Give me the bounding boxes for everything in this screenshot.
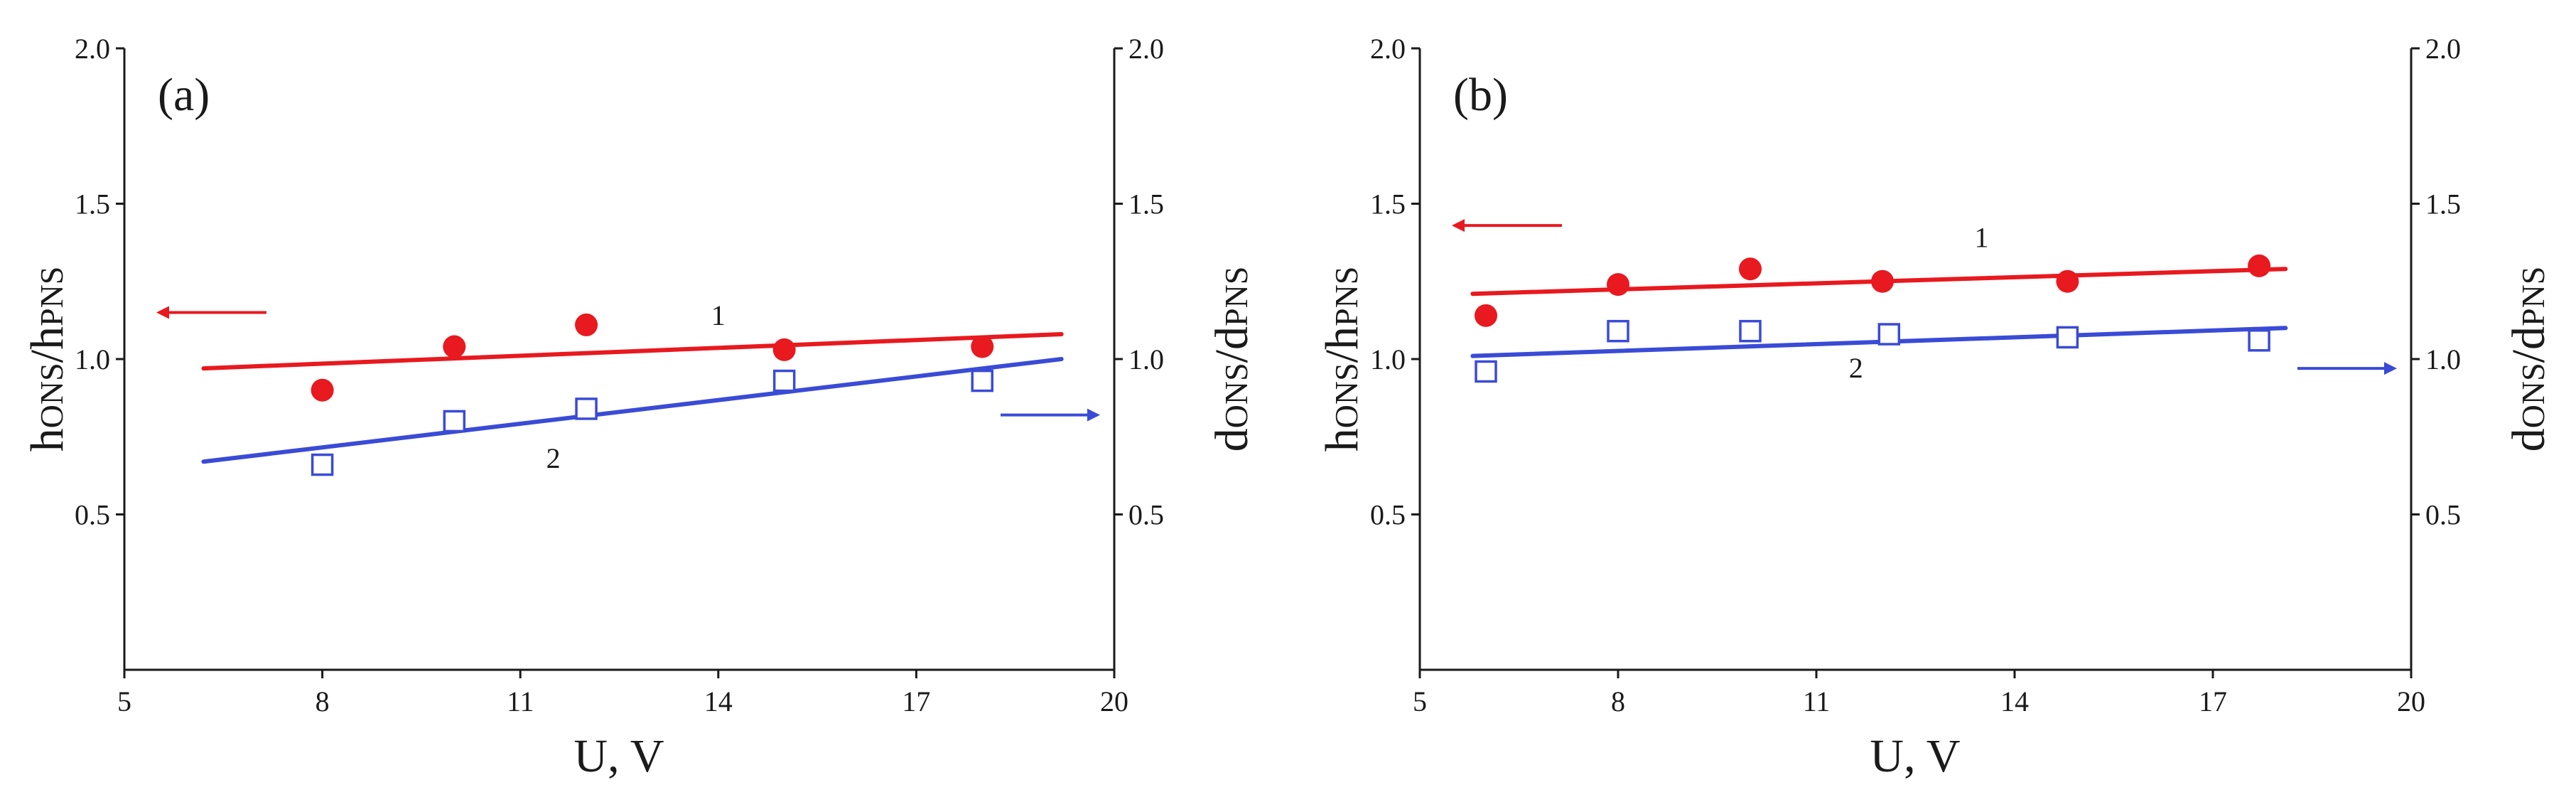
fit-lines (201, 332, 1064, 464)
left-y-axis-title: hONS/hPNS (21, 267, 73, 452)
x-tick-label: 17 (902, 685, 930, 717)
curve-label-2: 2 (546, 442, 561, 474)
right-y-tick-label: 1.5 (1128, 188, 1164, 220)
point-series-2 (575, 397, 598, 420)
arrow-head-right (2384, 362, 2397, 375)
panel-b: (b) U, V hONS/hPNS dONS/dPNS 5 8 11 14 17 20 … (1316, 33, 2555, 782)
right-y-tick-label: 0.5 (2425, 499, 2461, 531)
point-series-2 (311, 453, 334, 476)
x-tick-label: 8 (1611, 685, 1625, 717)
x-tick-label: 11 (1803, 685, 1831, 717)
point-series-1 (1871, 269, 1894, 293)
point-series-2 (2248, 329, 2270, 352)
left-y-tick-label: 1.0 (75, 343, 110, 375)
curve-label-1: 1 (711, 299, 726, 331)
left-y-tick-label: 0.5 (1370, 499, 1406, 531)
x-tick-label: 20 (2397, 685, 2425, 717)
point-series-1 (971, 335, 994, 358)
right-y-tick-label: 1.0 (1128, 343, 1164, 375)
point-series-2 (1607, 319, 1629, 343)
arrow-head-left (156, 306, 169, 319)
point-series-2 (2056, 326, 2079, 349)
x-tick-label: 8 (316, 685, 330, 717)
panel-label: (a) (158, 69, 210, 121)
point-series-1 (311, 378, 334, 402)
x-tick-label: 11 (507, 685, 534, 717)
fit-line-series-1 (201, 332, 1064, 371)
point-series-1 (2248, 254, 2271, 277)
point-series-1 (772, 338, 796, 361)
point-series-2 (971, 369, 994, 392)
curve-label-1: 1 (1975, 222, 1989, 254)
point-series-2 (1877, 323, 1901, 346)
point-series-1 (1607, 273, 1629, 297)
curve-label-2: 2 (1849, 352, 1863, 384)
panel-a: (a) U, V hONS/hPNS dONS/dPNS 5 8 11 14 17 20 … (21, 33, 1258, 782)
point-series-1 (443, 335, 466, 358)
data-points (1475, 254, 2271, 383)
right-y-tick-label: 1.0 (2425, 343, 2461, 375)
curve-labels: 1 2 (546, 299, 726, 474)
point-series-1 (575, 313, 598, 336)
left-y-tick-label: 2.0 (75, 33, 110, 65)
data-points (311, 313, 994, 476)
left-y-tick-label: 1.5 (75, 188, 110, 220)
left-y-tick-label: 1.5 (1370, 188, 1406, 220)
x-tick-label: 17 (2199, 685, 2227, 717)
point-series-2 (772, 369, 796, 392)
x-tick-label: 5 (117, 685, 131, 717)
axis-arrows (1452, 219, 2397, 375)
x-axis-title: U, V (573, 730, 664, 782)
right-y-tick-label: 2.0 (1128, 33, 1164, 65)
left-y-tick-label: 2.0 (1370, 33, 1406, 65)
right-y-tick-label: 2.0 (2425, 33, 2461, 65)
point-series-1 (1739, 257, 1762, 281)
curve-labels: 1 2 (1849, 222, 1989, 385)
right-y-axis-title: dONS/dPNS (1206, 267, 1258, 452)
arrow-head-right (1087, 408, 1100, 422)
x-tick-label: 14 (704, 685, 733, 717)
fit-line-series-2 (201, 357, 1064, 464)
left-y-tick-label: 1.0 (1370, 343, 1406, 375)
x-tick-label: 20 (1100, 685, 1128, 717)
right-y-axis-title: dONS/dPNS (2503, 267, 2555, 452)
right-y-tick-label: 1.5 (2425, 188, 2461, 220)
axis-arrows (156, 306, 1100, 422)
left-y-tick-label: 0.5 (75, 499, 110, 531)
right-y-ticks: 0.5 1.0 1.5 2.0 (1114, 33, 1164, 531)
point-series-1 (1475, 304, 1497, 327)
panel-label: (b) (1453, 69, 1508, 121)
x-ticks: 5 8 11 14 17 20 (1413, 670, 2425, 717)
x-tick-label: 14 (2000, 685, 2029, 717)
right-y-tick-label: 0.5 (1128, 499, 1164, 531)
arrow-head-left (1452, 219, 1465, 233)
left-y-ticks: 0.5 1.0 1.5 2.0 (75, 33, 124, 531)
point-series-1 (2056, 269, 2079, 293)
point-series-2 (1739, 319, 1762, 343)
left-y-ticks: 0.5 1.0 1.5 2.0 (1370, 33, 1420, 531)
point-series-2 (1475, 360, 1497, 383)
point-series-2 (443, 410, 466, 433)
left-y-axis-title: hONS/hPNS (1316, 267, 1368, 452)
right-y-ticks: 0.5 1.0 1.5 2.0 (2411, 33, 2461, 531)
x-ticks: 5 8 11 14 17 20 (117, 670, 1128, 717)
x-axis-title: U, V (1870, 730, 1960, 782)
x-tick-label: 5 (1413, 685, 1427, 717)
